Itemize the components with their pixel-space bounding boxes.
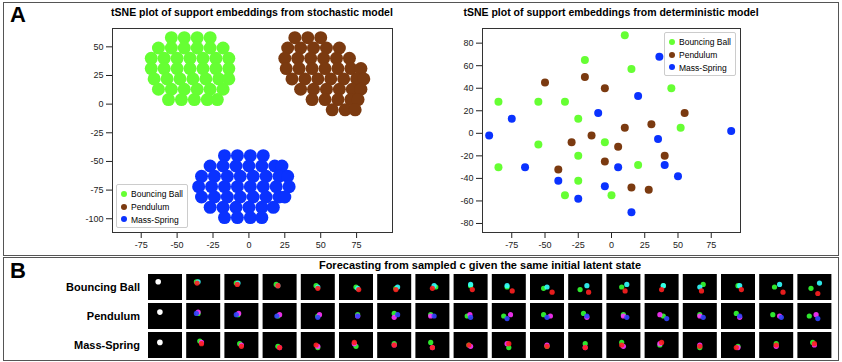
html-text:B: B (10, 258, 26, 283)
svg-text:-75: -75 (90, 185, 103, 195)
svg-text:50: 50 (93, 42, 103, 52)
svg-text:-50: -50 (538, 240, 551, 250)
html-text:Mass-Spring: Mass-Spring (679, 62, 727, 73)
svg-text:0: 0 (609, 240, 614, 250)
svg-text:0: 0 (98, 99, 103, 109)
html-text:Pendulum: Pendulum (131, 201, 170, 212)
svg-text:40: 40 (463, 83, 473, 93)
svg-text:-20: -20 (460, 151, 473, 161)
svg-text:25: 25 (93, 70, 103, 80)
html-text:Pendulum: Pendulum (679, 49, 718, 60)
svg-text:75: 75 (352, 240, 362, 250)
html-text:A: A (10, 2, 26, 27)
svg-text:-25: -25 (572, 240, 585, 250)
svg-text:-100: -100 (85, 214, 103, 224)
svg-text:0: 0 (468, 128, 473, 138)
svg-text:-40: -40 (460, 173, 473, 183)
svg-text:80: 80 (463, 38, 473, 48)
svg-text:-75: -75 (135, 240, 148, 250)
svg-text:50: 50 (673, 240, 683, 250)
svg-text:-60: -60 (460, 196, 473, 206)
svg-text:0: 0 (246, 240, 251, 250)
svg-text:-80: -80 (460, 218, 473, 228)
svg-text:50: 50 (316, 240, 326, 250)
svg-text:25: 25 (280, 240, 290, 250)
html-text:Bouncing Ball: Bouncing Ball (679, 36, 731, 47)
html-text:Bouncing Ball: Bouncing Ball (131, 188, 183, 199)
svg-text:20: 20 (463, 106, 473, 116)
svg-text:Bouncing Ball: Bouncing Ball (66, 281, 140, 293)
html-text:tSNE plot of support embedding: tSNE plot of support embeddings from sto… (111, 6, 393, 18)
svg-text:25: 25 (640, 240, 650, 250)
svg-text:-25: -25 (207, 240, 220, 250)
svg-text:-50: -50 (171, 240, 184, 250)
svg-text:-25: -25 (90, 128, 103, 138)
svg-text:-75: -75 (505, 240, 518, 250)
svg-text:Pendulum: Pendulum (87, 310, 140, 322)
svg-text:Mass-Spring: Mass-Spring (74, 339, 140, 351)
svg-text:-50: -50 (90, 156, 103, 166)
svg-text:75: 75 (706, 240, 716, 250)
svg-text:60: 60 (463, 61, 473, 71)
html-text:tSNE plot of support embedding: tSNE plot of support embeddings from det… (463, 6, 759, 18)
html-text:Mass-Spring: Mass-Spring (131, 214, 179, 225)
svg-text:Forecasting from sampled c giv: Forecasting from sampled c given the sam… (319, 259, 641, 271)
